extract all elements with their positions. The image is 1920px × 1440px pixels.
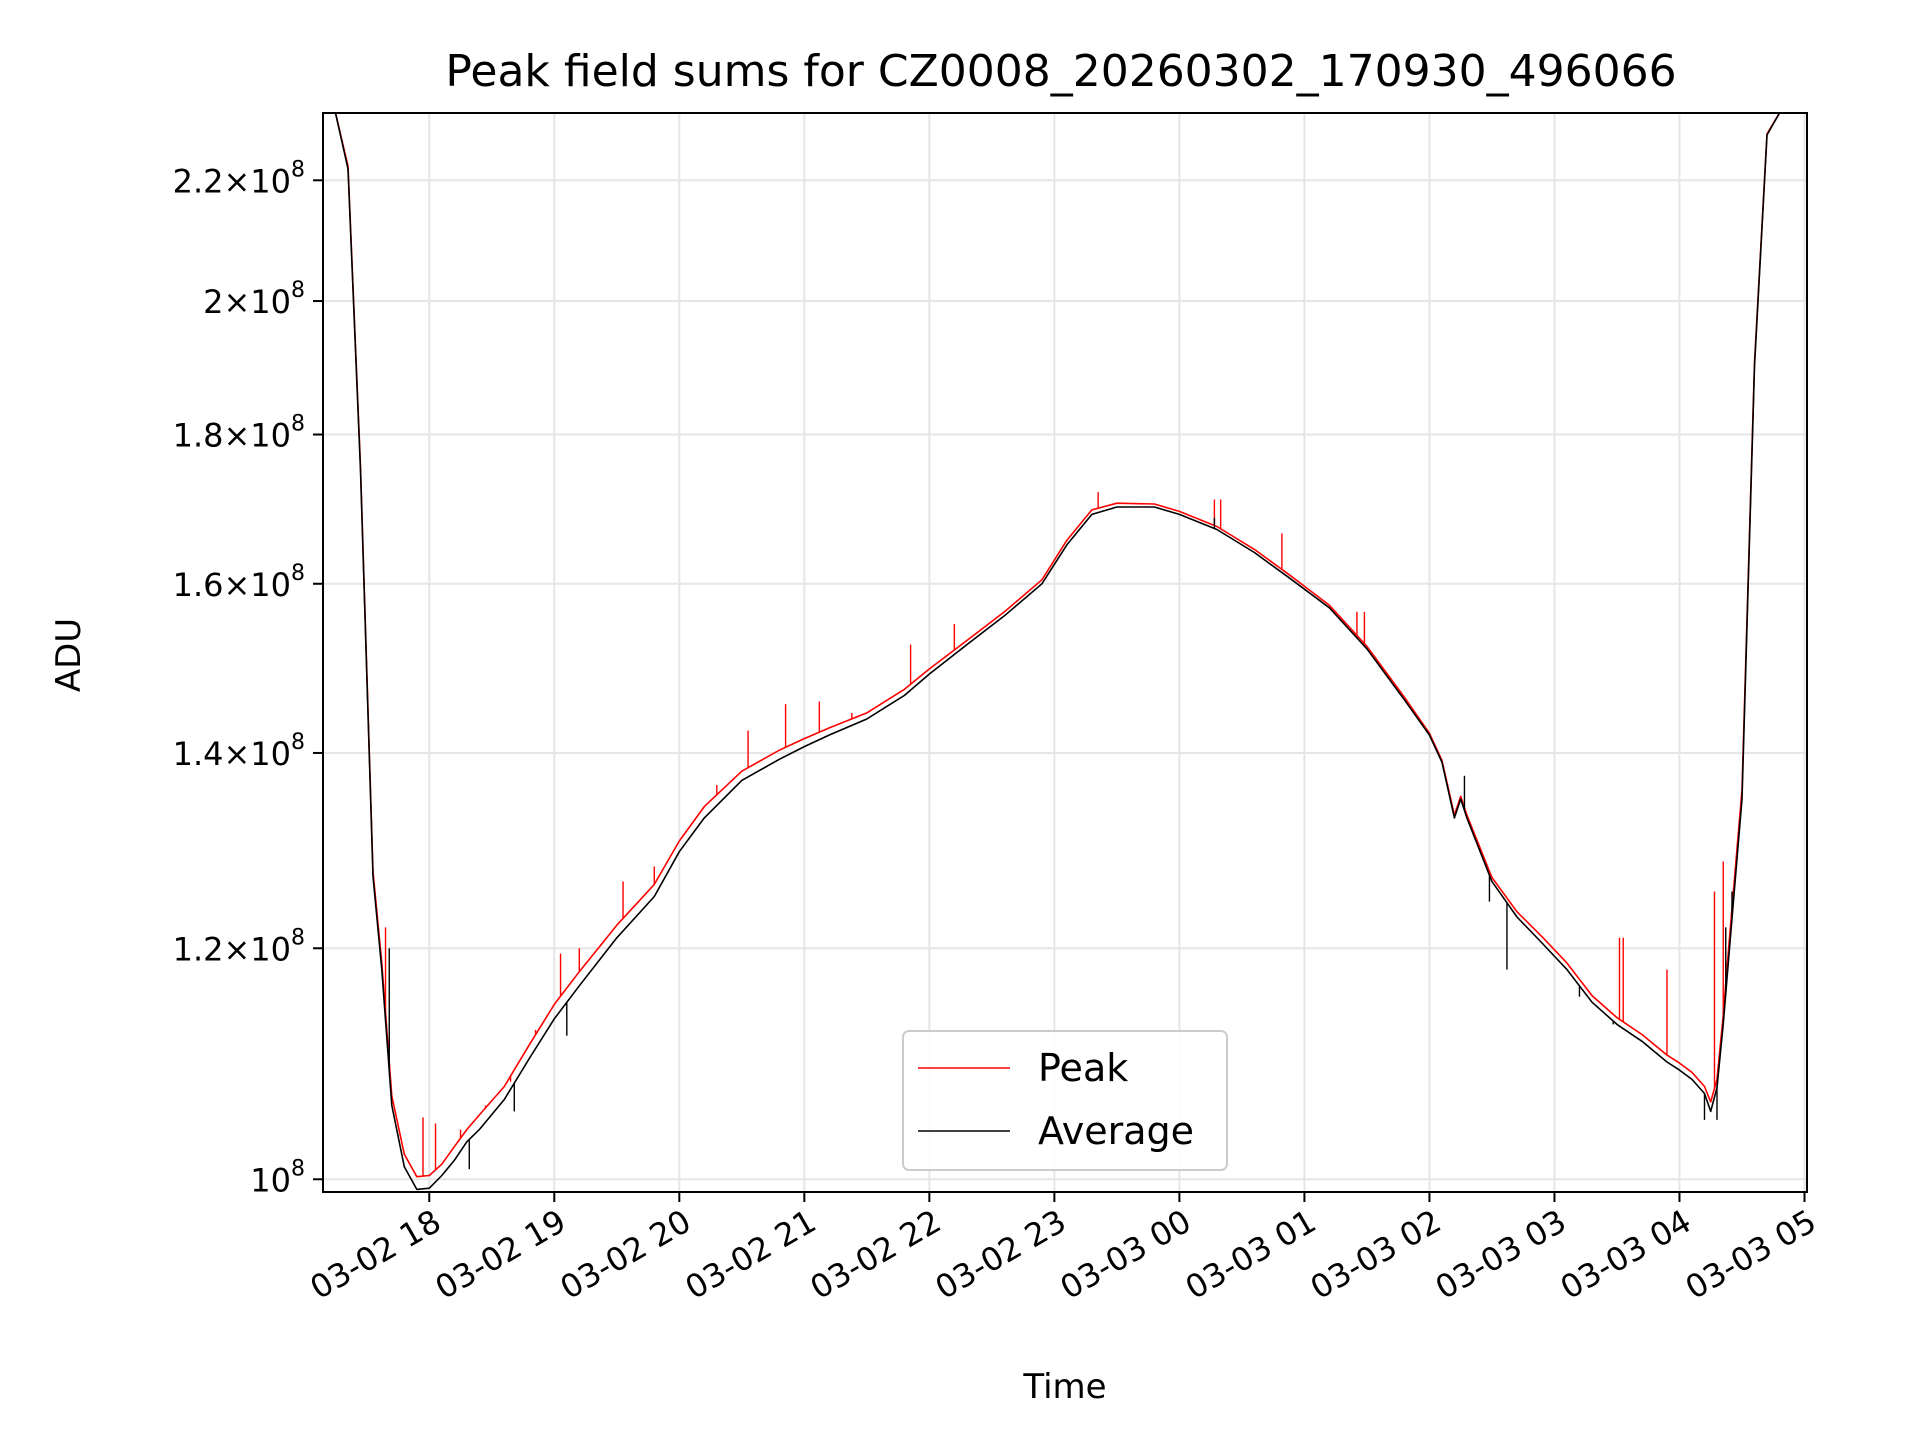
- x-tick-label: 03-02 22: [804, 1202, 948, 1307]
- x-tick-label: 03-03 02: [1304, 1202, 1448, 1307]
- y-tick-label: 2×108: [203, 278, 305, 321]
- grid: [323, 113, 1807, 1192]
- y-tick-label: 1.4×108: [173, 730, 305, 773]
- x-tick-label: 03-03 05: [1679, 1202, 1823, 1307]
- y-tick-label: 1.2×108: [173, 925, 305, 968]
- plot-frame: [322, 112, 1808, 1193]
- y-tick-label: 1.8×108: [173, 412, 305, 455]
- x-tick-label: 03-02 18: [304, 1202, 448, 1307]
- x-tick-label: 03-02 20: [554, 1202, 698, 1307]
- x-tick-label: 03-03 01: [1179, 1202, 1323, 1307]
- series-line-average: [323, 113, 1807, 1191]
- x-axis-label: Time: [1022, 1367, 1106, 1407]
- y-axis: 108 1.2×108 1.4×108 1.6×108 1.8×108 2×108 2.2×…: [173, 157, 323, 1199]
- series-line-peak: [323, 113, 1807, 1178]
- legend-label-average: Average: [1038, 1109, 1194, 1153]
- legend: Peak Average: [902, 1030, 1228, 1171]
- y-tick-label: 1.6×108: [173, 561, 305, 604]
- plot-lines: [323, 113, 1807, 1191]
- x-tick-label: 03-02 23: [929, 1202, 1073, 1307]
- y-axis-label: ADU: [49, 618, 89, 692]
- legend-box: [902, 1030, 1228, 1171]
- legend-label-peak: Peak: [1038, 1046, 1128, 1090]
- x-tick-label: 03-03 00: [1054, 1202, 1198, 1307]
- x-tick-label: 03-02 21: [679, 1202, 823, 1307]
- chart-title: Peak field sums for CZ0008_20260302_1709…: [445, 46, 1676, 97]
- y-tick-label: 108: [250, 1156, 305, 1199]
- x-tick-label: 03-02 19: [429, 1202, 573, 1307]
- x-tick-label: 03-03 04: [1554, 1202, 1698, 1307]
- y-tick-label: 2.2×108: [173, 157, 305, 200]
- x-tick-label: 03-03 03: [1429, 1202, 1573, 1307]
